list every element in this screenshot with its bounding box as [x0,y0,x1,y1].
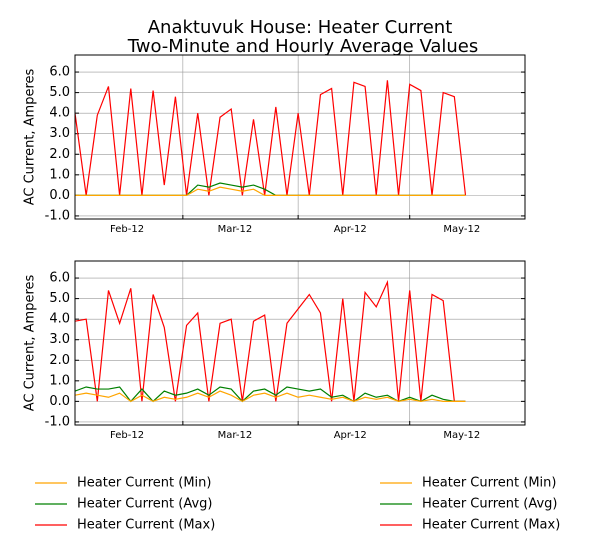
y-tick-label: 0.0 [49,394,70,409]
y-axis-label: AC Current, Amperes [23,274,38,411]
x-tick-label: May-12 [443,430,480,441]
y-tick-label: 4.0 [49,106,70,121]
y-tick-label: 2.0 [49,147,70,162]
x-tick-label: Apr-12 [334,430,367,441]
y-tick-label: 6.0 [49,271,70,286]
x-tick-label: Mar-12 [218,224,253,235]
legend-label: Heater Current (Min) [422,476,556,491]
y-tick-label: 3.0 [49,126,70,141]
plot-frame [74,54,526,220]
series-line [75,390,466,403]
plot-frame [74,260,526,426]
y-tick-label: 5.0 [49,291,70,306]
y-tick-label: 1.0 [49,167,70,182]
chart-title: Anaktuvuk House: Heater Current [148,17,453,38]
x-tick-label: Mar-12 [218,430,253,441]
series-line [75,186,466,196]
series-line [75,80,467,196]
y-tick-label: 2.0 [49,353,70,368]
legend-label: Heater Current (Max) [422,518,560,533]
chart-subtitle: Two-Minute and Hourly Average Values [127,36,479,57]
y-tick-label: 4.0 [49,312,70,327]
y-tick-label: 6.0 [49,65,70,80]
x-tick-label: May-12 [443,224,480,235]
legend-label: Heater Current (Avg) [422,497,558,512]
x-tick-label: Apr-12 [334,224,367,235]
legend-label: Heater Current (Avg) [77,497,213,512]
x-tick-label: Feb-12 [110,224,144,235]
series-line [75,279,466,402]
y-tick-label: 3.0 [49,332,70,347]
y-tick-label: -1.0 [45,208,70,223]
y-axis-label: AC Current, Amperes [23,68,38,205]
y-tick-label: 1.0 [49,373,70,388]
y-tick-label: 5.0 [49,85,70,100]
y-tick-label: 0.0 [49,188,70,203]
y-tick-label: -1.0 [45,414,70,429]
legend-label: Heater Current (Min) [77,476,211,491]
x-tick-label: Feb-12 [110,430,144,441]
legend-label: Heater Current (Max) [77,518,215,533]
